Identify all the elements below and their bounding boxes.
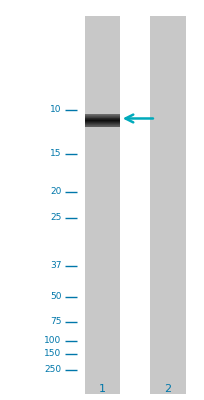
Bar: [84, 125, 120, 126]
Bar: [84, 119, 120, 120]
Bar: [84, 120, 120, 121]
Bar: [84, 120, 120, 121]
Text: 75: 75: [50, 318, 61, 326]
Bar: [84, 116, 120, 117]
Bar: [84, 122, 120, 123]
Bar: [84, 115, 120, 116]
Text: 20: 20: [50, 188, 61, 196]
Bar: [84, 119, 120, 120]
Bar: [84, 16, 120, 394]
Bar: [84, 117, 120, 118]
Bar: [84, 121, 120, 122]
Bar: [84, 115, 120, 116]
Text: 50: 50: [50, 292, 61, 301]
Bar: [84, 126, 120, 127]
Bar: [84, 121, 120, 122]
Text: 10: 10: [50, 106, 61, 114]
Bar: [84, 118, 120, 119]
Bar: [84, 123, 120, 124]
Bar: [84, 122, 120, 123]
Text: 1: 1: [99, 384, 105, 394]
Bar: [84, 126, 120, 127]
Bar: [84, 125, 120, 126]
Bar: [84, 117, 120, 118]
Bar: [84, 121, 120, 122]
Bar: [84, 124, 120, 125]
Text: 37: 37: [50, 262, 61, 270]
Bar: [84, 116, 120, 117]
Text: 250: 250: [44, 366, 61, 374]
Text: 2: 2: [164, 384, 171, 394]
Bar: [84, 124, 120, 125]
Bar: [84, 118, 120, 119]
Bar: [149, 16, 185, 394]
Bar: [84, 114, 120, 115]
Bar: [84, 114, 120, 115]
Text: 25: 25: [50, 214, 61, 222]
Bar: [84, 124, 120, 125]
Text: 150: 150: [44, 350, 61, 358]
Bar: [84, 116, 120, 117]
Text: 100: 100: [44, 336, 61, 345]
Bar: [84, 123, 120, 124]
Text: 15: 15: [50, 150, 61, 158]
